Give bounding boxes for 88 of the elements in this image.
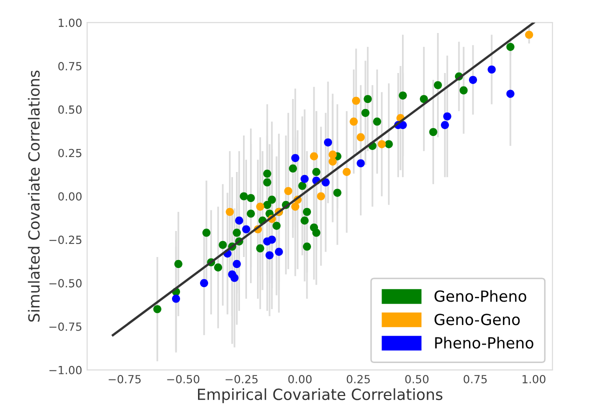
legend-label: Geno-Pheno xyxy=(434,290,526,302)
y-tick-label: 0.50 xyxy=(58,105,82,114)
point xyxy=(232,228,241,237)
point xyxy=(364,94,372,104)
point xyxy=(352,96,360,105)
point xyxy=(246,210,255,218)
point xyxy=(342,168,351,176)
point xyxy=(272,222,281,230)
point xyxy=(328,157,337,166)
point xyxy=(214,263,222,272)
point xyxy=(263,170,272,178)
point xyxy=(300,216,309,225)
point xyxy=(232,260,241,268)
point xyxy=(356,133,365,142)
point xyxy=(525,30,534,39)
point xyxy=(291,202,300,211)
point xyxy=(434,81,442,90)
point xyxy=(266,251,274,260)
point xyxy=(373,118,382,126)
point xyxy=(420,94,428,104)
y-tick-label: −0.50 xyxy=(49,279,82,288)
point xyxy=(256,244,264,252)
point xyxy=(274,248,283,256)
point xyxy=(200,279,208,288)
point xyxy=(506,90,514,98)
point xyxy=(268,196,276,204)
point xyxy=(291,154,300,162)
y-tick-label: 0.75 xyxy=(58,62,82,70)
point xyxy=(312,168,320,176)
point xyxy=(174,260,182,268)
legend-label: Geno-Geno xyxy=(434,314,520,326)
point xyxy=(226,208,234,216)
x-tick-label: 0.25 xyxy=(346,374,370,384)
y-tick-label: −0.25 xyxy=(49,236,82,244)
point xyxy=(328,150,337,159)
point xyxy=(361,108,370,117)
point xyxy=(288,164,297,173)
point xyxy=(172,294,180,303)
x-axis-title: Empirical Covariate Correlations xyxy=(198,388,442,404)
point xyxy=(268,236,276,244)
x-tick-label: 0.00 xyxy=(288,374,312,384)
point xyxy=(302,208,312,216)
point xyxy=(316,192,326,200)
point xyxy=(230,274,239,282)
point xyxy=(256,202,264,211)
y-tick-label: 0.00 xyxy=(58,192,82,201)
point xyxy=(324,138,332,146)
point xyxy=(202,228,210,237)
point xyxy=(488,65,496,74)
point xyxy=(240,192,248,200)
point xyxy=(440,121,449,130)
point xyxy=(263,178,272,186)
point xyxy=(242,225,250,234)
x-tick-label: −0.75 xyxy=(108,374,141,384)
point xyxy=(263,200,272,209)
point xyxy=(312,228,320,237)
point xyxy=(384,140,393,148)
y-tick-label: −1.00 xyxy=(49,366,82,374)
point xyxy=(468,76,478,84)
point xyxy=(302,242,312,251)
x-tick-label: −0.25 xyxy=(226,374,258,384)
point xyxy=(356,159,365,168)
point xyxy=(284,186,292,196)
point xyxy=(300,174,309,183)
point xyxy=(235,216,244,225)
legend-label: Pheno-Pheno xyxy=(435,336,534,349)
x-tick-label: 1.00 xyxy=(522,374,546,384)
point xyxy=(460,86,468,94)
point xyxy=(218,240,227,249)
x-tick-label: 0.75 xyxy=(464,374,487,384)
y-tick-label: −0.75 xyxy=(49,322,82,331)
point xyxy=(350,118,358,126)
point xyxy=(443,112,452,120)
point xyxy=(398,91,407,100)
y-axis-title: Simulated Covariate Correlations xyxy=(28,70,40,322)
point xyxy=(322,178,330,186)
x-tick-label: −0.50 xyxy=(167,374,200,384)
point xyxy=(298,182,306,190)
point xyxy=(310,152,318,160)
point xyxy=(378,140,386,148)
point xyxy=(429,128,438,136)
x-tick-label: 0.50 xyxy=(405,374,428,384)
point xyxy=(246,194,255,202)
y-tick-label: 1.00 xyxy=(58,18,82,27)
point xyxy=(506,42,514,51)
y-tick-label: 0.25 xyxy=(58,148,82,158)
point xyxy=(333,188,342,197)
point xyxy=(153,305,162,314)
